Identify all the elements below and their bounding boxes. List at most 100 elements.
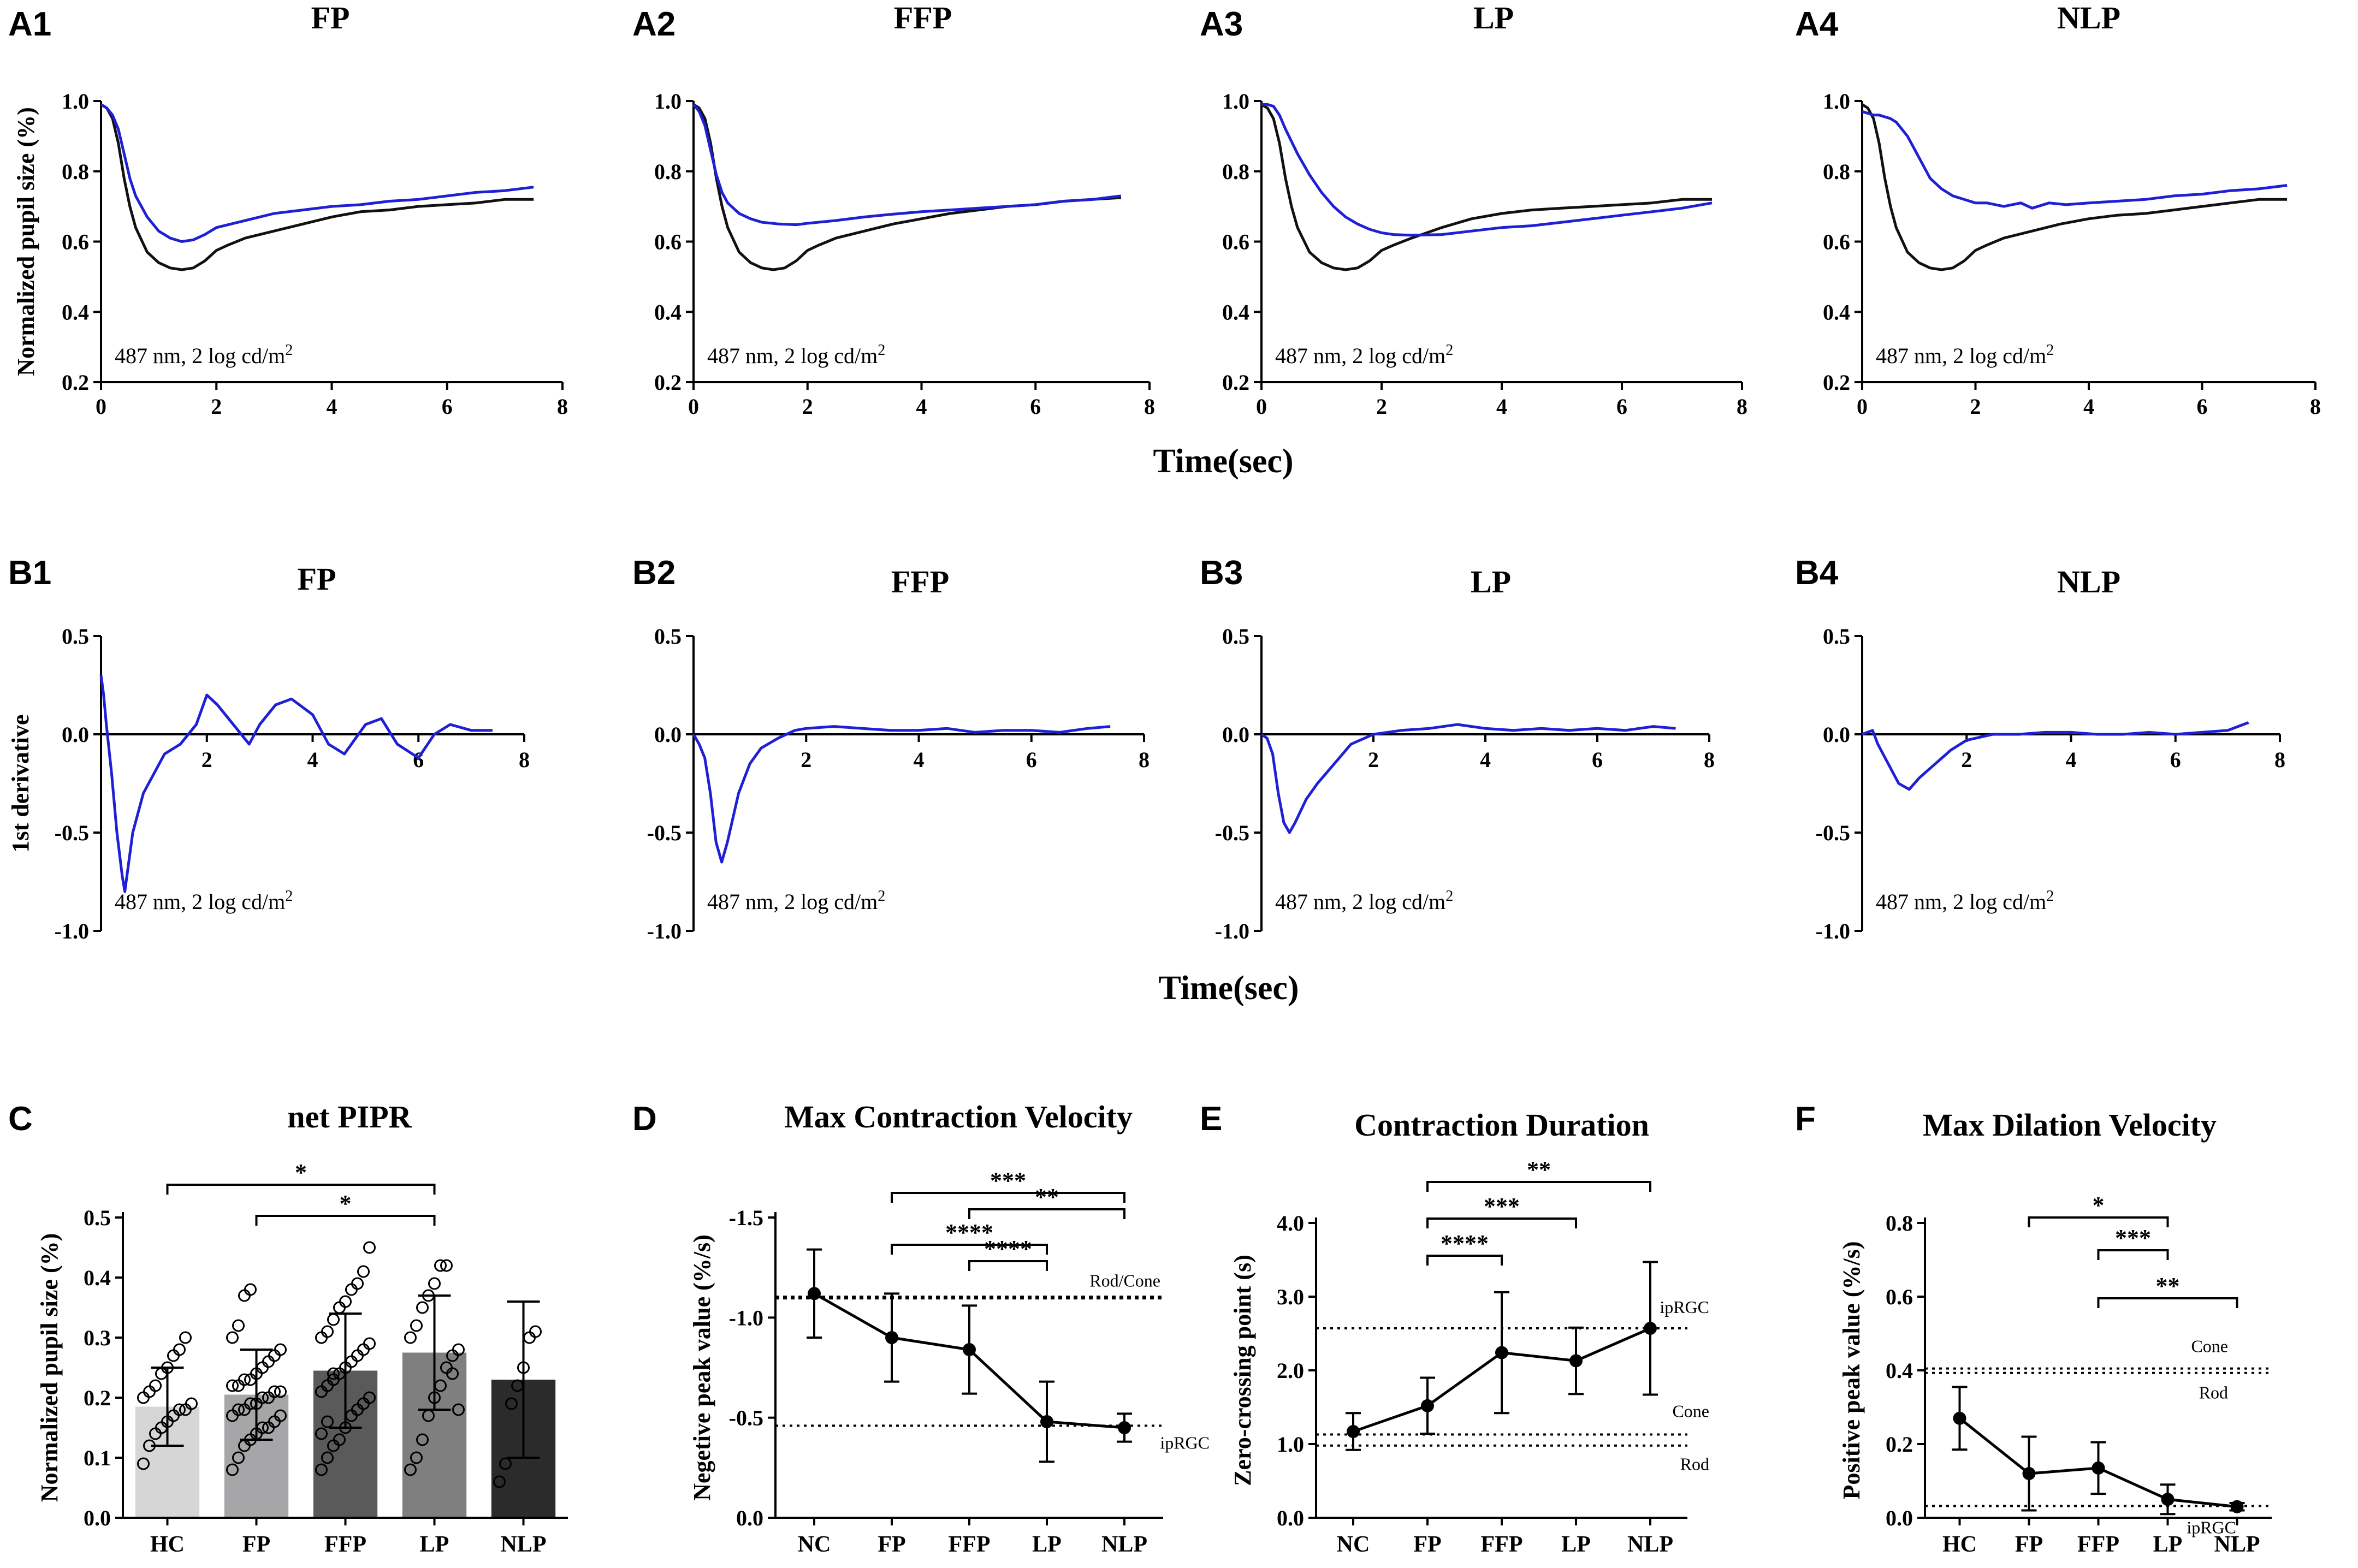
x-tick-label: 4 bbox=[2066, 747, 2077, 772]
panel-letter: B2 bbox=[632, 554, 676, 592]
series-line-fp bbox=[100, 103, 534, 243]
data-point bbox=[505, 1397, 518, 1410]
y-tick-label: 1.0 bbox=[654, 89, 682, 114]
reference-line-label: ipRGC bbox=[1160, 1433, 1210, 1452]
mean-point bbox=[808, 1287, 821, 1300]
panel-title: LP bbox=[1471, 564, 1511, 599]
x-tick-label: 0 bbox=[1256, 394, 1267, 419]
stimulus-label: 487 nm, 2 log cd/m2 bbox=[115, 342, 293, 369]
x-tick-label: 4 bbox=[327, 394, 337, 419]
category-label: FP bbox=[242, 1532, 270, 1557]
data-point bbox=[351, 1349, 364, 1362]
data-point bbox=[238, 1373, 251, 1386]
series-line-nlp bbox=[1862, 110, 2288, 210]
y-tick-label: 0.6 bbox=[654, 230, 682, 254]
y-tick-label: 0.2 bbox=[1886, 1432, 1913, 1457]
data-point bbox=[493, 1475, 506, 1488]
category-label: LP bbox=[1032, 1532, 1062, 1557]
data-point bbox=[363, 1391, 376, 1404]
y-tick-label: 0.2 bbox=[1222, 370, 1249, 395]
y-tick-label: -0.5 bbox=[55, 821, 89, 845]
y-tick-label: 0.4 bbox=[84, 1266, 111, 1290]
data-point bbox=[363, 1337, 376, 1350]
figure-panels: A1 FP 0.2 0.4 0.6 0.8 1.0 0 2 4 6 8 Normalized pupil… bbox=[7, 0, 2321, 1557]
y-tick-label: 0.0 bbox=[84, 1506, 111, 1530]
panel-title: NLP bbox=[2057, 0, 2120, 35]
y-tick-label: 0.8 bbox=[1823, 159, 1850, 184]
significance-stars: **** bbox=[1441, 1230, 1489, 1257]
data-point bbox=[345, 1283, 358, 1296]
y-tick-label: 0.8 bbox=[654, 159, 682, 184]
mean-point bbox=[1569, 1354, 1583, 1368]
data-point bbox=[274, 1385, 287, 1398]
significance-stars: * bbox=[340, 1190, 352, 1217]
y-tick-label: -0.5 bbox=[1816, 821, 1850, 845]
stimulus-label: 487 nm, 2 log cd/m2 bbox=[115, 888, 293, 914]
data-point bbox=[173, 1343, 186, 1356]
significance-bracket bbox=[166, 1184, 436, 1195]
stimulus-label: 487 nm, 2 log cd/m2 bbox=[707, 888, 885, 914]
mean-point bbox=[1347, 1425, 1360, 1439]
panel-letter: A1 bbox=[8, 5, 51, 43]
stimulus-label: 487 nm, 2 log cd/m2 bbox=[1876, 888, 2054, 914]
x-tick-label: 2 bbox=[801, 747, 811, 772]
data-point bbox=[357, 1265, 370, 1278]
category-label: LP bbox=[2153, 1532, 2183, 1557]
data-point bbox=[268, 1349, 281, 1362]
panel-letter: D bbox=[632, 1100, 657, 1138]
category-label: FP bbox=[2015, 1532, 2043, 1557]
mean-point bbox=[1644, 1322, 1657, 1335]
significance-bracket bbox=[891, 1244, 1048, 1255]
data-point bbox=[523, 1331, 536, 1344]
y-tick-label: 0.6 bbox=[1222, 230, 1249, 254]
y-tick-label: 0.5 bbox=[84, 1205, 111, 1230]
significance-stars: *** bbox=[2115, 1225, 2151, 1251]
y-tick-label: 0.6 bbox=[62, 230, 89, 254]
category-label: NLP bbox=[1101, 1532, 1147, 1557]
stimulus-label: 487 nm, 2 log cd/m2 bbox=[1275, 888, 1453, 914]
series-line-lp bbox=[1261, 103, 1713, 237]
data-point bbox=[143, 1385, 156, 1398]
y-tick-label: 0.5 bbox=[1222, 624, 1249, 649]
data-point bbox=[173, 1403, 186, 1416]
data-point bbox=[428, 1277, 441, 1290]
x-tick-label: 2 bbox=[211, 394, 222, 419]
panel-letter: A3 bbox=[1200, 5, 1243, 43]
significance-stars: ** bbox=[2156, 1273, 2180, 1299]
stimulus-label-superscript: 2 bbox=[2046, 888, 2054, 905]
x-tick-label: 6 bbox=[1616, 394, 1627, 419]
panel-title: NLP bbox=[2057, 564, 2120, 599]
data-point bbox=[327, 1367, 340, 1380]
category-label: FFP bbox=[1481, 1532, 1523, 1557]
data-point bbox=[452, 1343, 465, 1356]
x-tick-label: 2 bbox=[1961, 747, 1972, 772]
data-point bbox=[137, 1457, 150, 1470]
y-tick-label: 0.4 bbox=[654, 300, 682, 324]
data-point bbox=[268, 1385, 281, 1398]
reference-line-label: ipRGC bbox=[2187, 1517, 2236, 1537]
y-tick-label: -1.0 bbox=[1215, 919, 1249, 943]
stimulus-label-superscript: 2 bbox=[2046, 342, 2054, 359]
data-point bbox=[274, 1343, 287, 1356]
y-tick-label: 2.0 bbox=[1277, 1358, 1304, 1383]
y-axis-label: Normalized pupil size (%) bbox=[36, 1233, 63, 1502]
category-label: NC bbox=[1337, 1532, 1370, 1557]
series-line-control bbox=[100, 103, 534, 271]
data-point bbox=[274, 1409, 287, 1422]
mean-point bbox=[2230, 1500, 2244, 1513]
mean-point bbox=[2161, 1493, 2175, 1506]
y-tick-label: 0.8 bbox=[1886, 1211, 1913, 1236]
category-label: HC bbox=[150, 1532, 185, 1557]
data-point bbox=[321, 1325, 334, 1338]
data-point bbox=[363, 1241, 376, 1254]
data-point bbox=[226, 1379, 239, 1392]
data-point bbox=[452, 1403, 465, 1416]
significance-bracket bbox=[968, 1208, 1125, 1219]
derivative-line bbox=[1862, 721, 2249, 791]
y-tick-label: 0.5 bbox=[654, 624, 682, 649]
y-tick-label: 0.0 bbox=[62, 722, 89, 747]
stimulus-label-superscript: 2 bbox=[1445, 342, 1453, 359]
stimulus-label: 487 nm, 2 log cd/m2 bbox=[1876, 342, 2054, 369]
stimulus-label-superscript: 2 bbox=[285, 888, 293, 905]
